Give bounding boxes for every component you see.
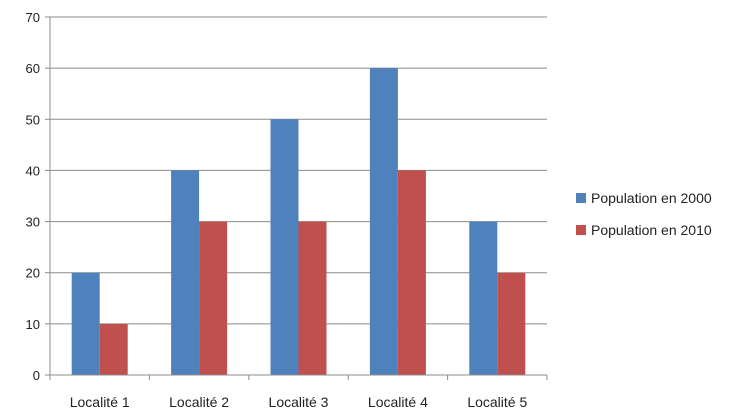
legend-label: Population en 2010: [591, 222, 712, 238]
bar-series-1: [469, 221, 498, 375]
bar-series-2: [497, 272, 526, 375]
bar-series-1: [71, 272, 100, 375]
x-category-label: Localité 1: [70, 394, 130, 410]
bar-series-1: [369, 68, 398, 376]
bar-series-2: [397, 170, 426, 375]
y-tick-label: 10: [26, 317, 40, 332]
bar-series-2: [99, 323, 128, 375]
x-category-label: Localité 2: [169, 394, 229, 410]
y-tick-label: 50: [26, 112, 40, 127]
legend: Population en 2000 Population en 2010: [576, 190, 712, 238]
y-tick-label: 60: [26, 61, 40, 76]
x-category-label: Localité 4: [368, 394, 428, 410]
bar-series-2: [199, 221, 228, 375]
x-category-label: Localité 3: [269, 394, 329, 410]
y-tick-label: 30: [26, 215, 40, 230]
bar-series-1: [270, 119, 299, 376]
x-category-label: Localité 5: [467, 394, 527, 410]
y-axis-tick-labels: 0 10 20 30 40 50 60 70: [26, 10, 40, 383]
bars: [71, 68, 526, 376]
legend-swatch: [576, 193, 586, 203]
bar-series-2: [298, 221, 327, 375]
bar-series-1: [171, 170, 200, 375]
axes: [45, 16, 548, 380]
legend-label: Population en 2000: [591, 190, 712, 206]
y-tick-label: 0: [33, 368, 40, 383]
x-axis-category-labels: Localité 1 Localité 2 Localité 3 Localité 4…: [70, 394, 528, 410]
y-tick-label: 20: [26, 266, 40, 281]
y-tick-label: 70: [26, 10, 40, 25]
y-tick-label: 40: [26, 163, 40, 178]
legend-swatch: [576, 225, 586, 235]
